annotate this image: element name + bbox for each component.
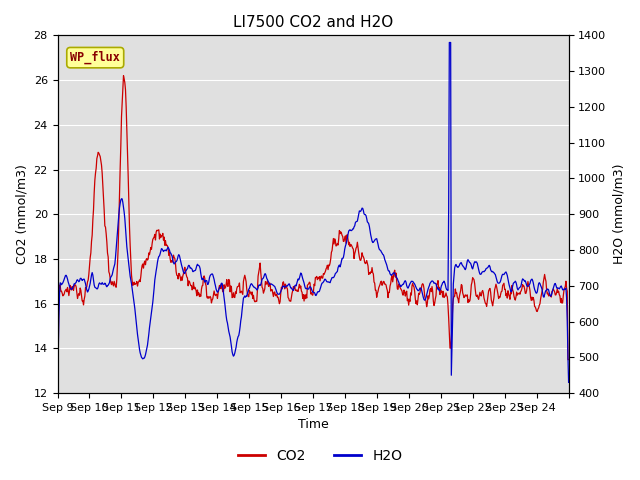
Y-axis label: CO2 (mmol/m3): CO2 (mmol/m3) bbox=[15, 164, 28, 264]
Title: LI7500 CO2 and H2O: LI7500 CO2 and H2O bbox=[233, 15, 393, 30]
Legend: CO2, H2O: CO2, H2O bbox=[232, 443, 408, 468]
Text: WP_flux: WP_flux bbox=[70, 51, 120, 64]
Y-axis label: H2O (mmol/m3): H2O (mmol/m3) bbox=[612, 164, 625, 264]
X-axis label: Time: Time bbox=[298, 419, 328, 432]
